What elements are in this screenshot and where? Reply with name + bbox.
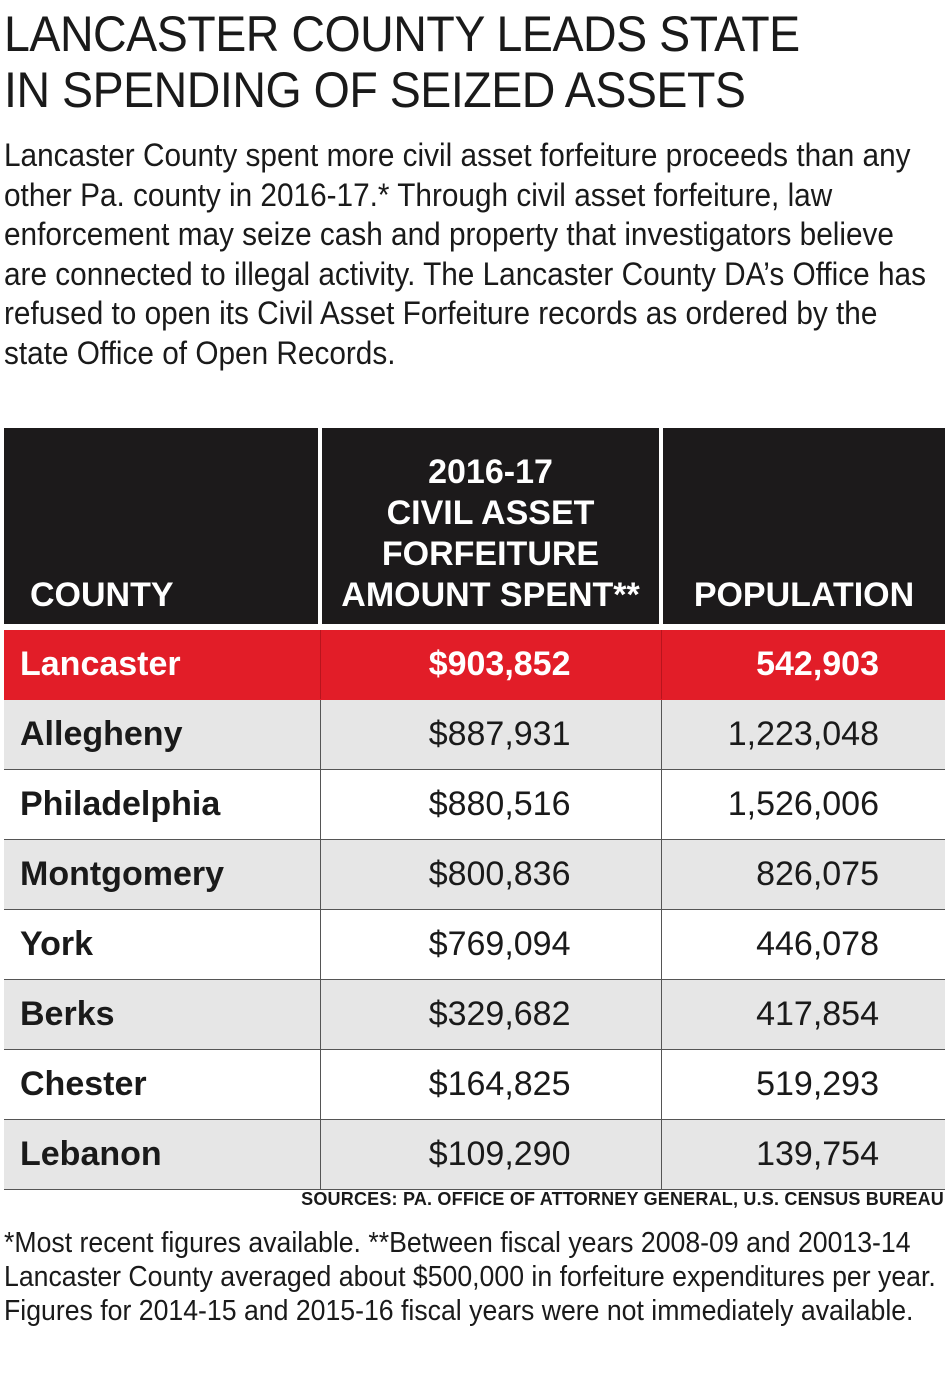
table-row: Chester $164,825 519,293 xyxy=(4,1049,945,1120)
amount-cell: $164,825 xyxy=(319,1049,661,1120)
header-amount-line: CIVIL ASSET xyxy=(386,494,595,532)
table-row: Berks $329,682 417,854 xyxy=(4,979,945,1050)
amount-cell: $903,852 xyxy=(319,630,661,700)
amount-cell: $329,682 xyxy=(319,979,661,1050)
page-title: LANCASTER COUNTY LEADS STATE IN SPENDING… xyxy=(4,6,878,118)
header-population: POPULATION xyxy=(659,428,945,624)
county-cell: Lancaster xyxy=(4,630,320,700)
amount-cell: $887,931 xyxy=(319,699,661,770)
sources-line: SOURCES: PA. OFFICE OF ATTORNEY GENERAL,… xyxy=(301,1189,944,1209)
header-amount-line: 2016-17 xyxy=(428,453,553,491)
header-amount-line: AMOUNT SPENT** xyxy=(341,576,640,614)
population-cell: 542,903 xyxy=(660,630,945,700)
footnote-text: *Most recent figures available. **Betwee… xyxy=(4,1227,936,1327)
table-row: York $769,094 446,078 xyxy=(4,909,945,980)
population-cell: 417,854 xyxy=(660,979,945,1050)
forfeiture-table: COUNTY 2016-17 CIVIL ASSET FORFEITURE AM… xyxy=(4,428,945,1190)
amount-cell: $800,836 xyxy=(319,839,661,910)
population-cell: 1,223,048 xyxy=(660,699,945,770)
header-amount-line: FORFEITURE xyxy=(381,535,600,573)
intro-text: Lancaster County spent more civil asset … xyxy=(4,137,926,371)
table-row: Lancaster $903,852 542,903 xyxy=(4,630,945,700)
table-row: Allegheny $887,931 1,223,048 xyxy=(4,699,945,770)
table-header: COUNTY 2016-17 CIVIL ASSET FORFEITURE AM… xyxy=(4,428,945,624)
table-row: Montgomery $800,836 826,075 xyxy=(4,839,945,910)
amount-cell: $109,290 xyxy=(319,1119,661,1190)
county-cell: Allegheny xyxy=(4,699,320,770)
title-line-2: IN SPENDING OF SEIZED ASSETS xyxy=(4,62,746,118)
county-cell: Lebanon xyxy=(4,1119,320,1190)
header-amount: 2016-17 CIVIL ASSET FORFEITURE AMOUNT SP… xyxy=(318,428,661,624)
county-cell: Montgomery xyxy=(4,839,320,910)
county-cell: York xyxy=(4,909,320,980)
table-row: Lebanon $109,290 139,754 xyxy=(4,1119,945,1190)
title-line-1: LANCASTER COUNTY LEADS STATE xyxy=(4,6,800,62)
amount-cell: $769,094 xyxy=(319,909,661,980)
population-cell: 446,078 xyxy=(660,909,945,980)
county-cell: Chester xyxy=(4,1049,320,1120)
population-cell: 139,754 xyxy=(660,1119,945,1190)
population-cell: 1,526,006 xyxy=(660,769,945,840)
amount-cell: $880,516 xyxy=(319,769,661,840)
table-row: Philadelphia $880,516 1,526,006 xyxy=(4,769,945,840)
county-cell: Philadelphia xyxy=(4,769,320,840)
county-cell: Berks xyxy=(4,979,320,1050)
table-body: Lancaster $903,852 542,903 Allegheny $887,93… xyxy=(4,624,945,1190)
population-cell: 519,293 xyxy=(660,1049,945,1120)
population-cell: 826,075 xyxy=(660,839,945,910)
header-county: COUNTY xyxy=(4,428,320,624)
